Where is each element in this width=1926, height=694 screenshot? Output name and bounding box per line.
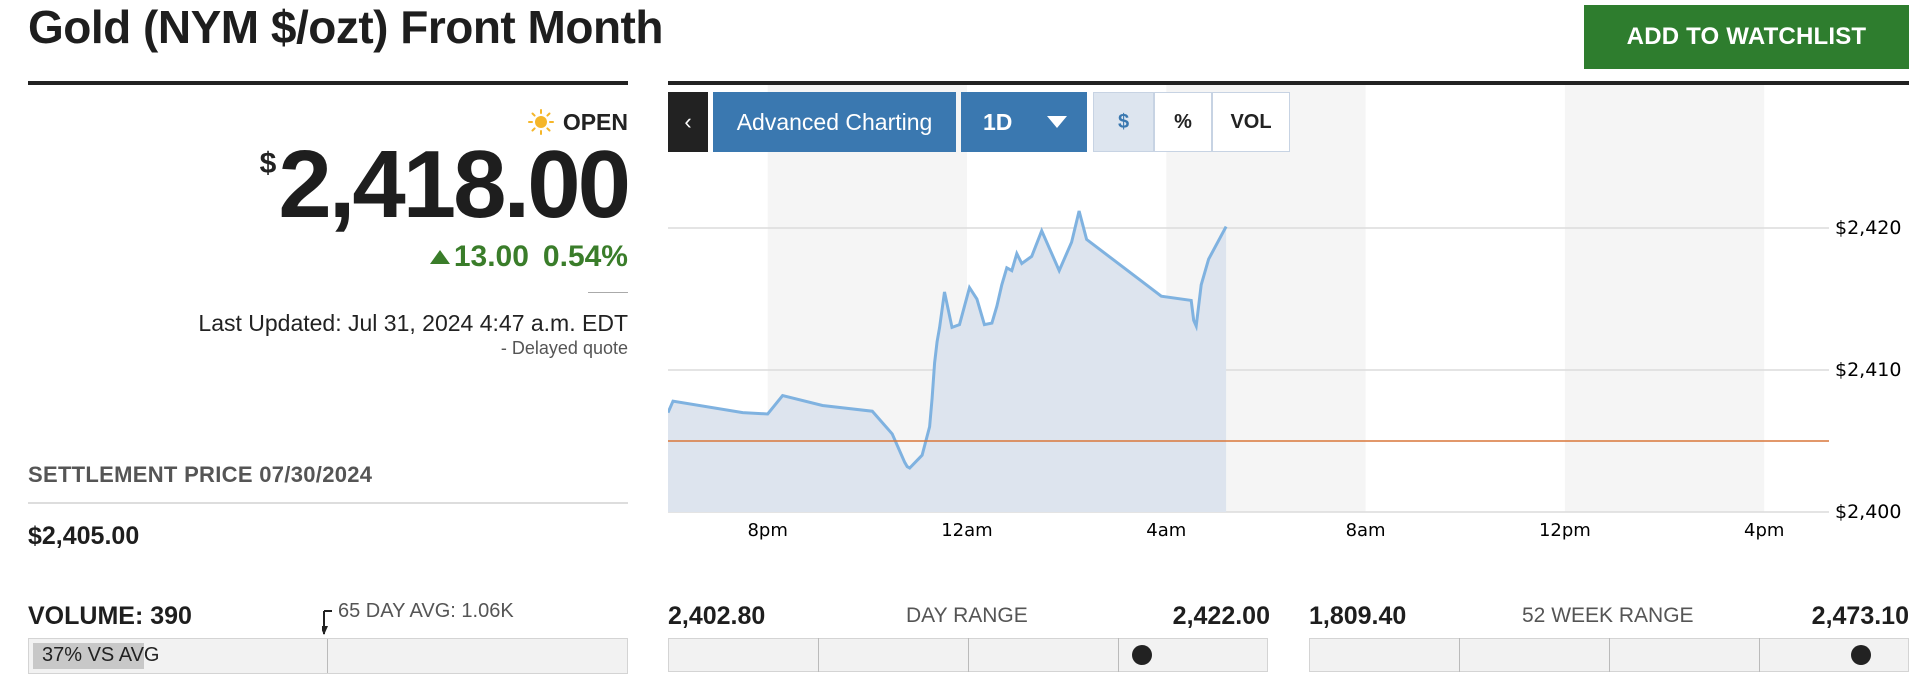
x-axis-label: 12pm: [1539, 520, 1591, 541]
price-area: [668, 211, 1227, 512]
range-tick: [1609, 638, 1610, 672]
range-tick: [1759, 638, 1760, 672]
week52-range-low: 1,809.40: [1309, 602, 1407, 630]
change-percent: 0.54%: [542, 240, 628, 273]
collapse-button[interactable]: ‹: [668, 92, 708, 152]
avg-volume-tick: [327, 639, 328, 673]
x-axis-label: 12am: [941, 520, 992, 541]
settlement-value: $2,405.00: [28, 522, 140, 550]
range-tick: [968, 638, 969, 672]
range-dropdown-value: 1D: [983, 108, 1013, 135]
price-display: $ 2,418.00: [259, 131, 631, 238]
x-axis-label: 4am: [1146, 520, 1186, 541]
market-status-label: OPEN: [562, 108, 628, 135]
page-title: Gold (NYM $/ozt) Front Month: [28, 1, 663, 53]
day-range-high: 2,422.00: [1172, 602, 1270, 630]
volume-bar-fill: [33, 643, 144, 669]
volume-label: VOLUME: 390: [28, 602, 192, 630]
x-axis-label: 4pm: [1744, 520, 1784, 541]
change-value: 13.00: [453, 240, 529, 273]
last-updated: Last Updated: Jul 31, 2024 4:47 a.m. EDT: [198, 310, 628, 336]
add-to-watchlist-button[interactable]: ADD TO WATCHLIST: [1584, 5, 1909, 69]
y-axis-label: $2,400: [1835, 501, 1901, 523]
range-tick: [1459, 638, 1460, 672]
x-axis-label: 8pm: [747, 520, 787, 541]
toggle-volume[interactable]: VOL: [1212, 92, 1290, 152]
volume-vs-avg: 37% VS AVG: [42, 644, 160, 666]
y-axis-label: $2,410: [1835, 359, 1901, 381]
chevron-left-icon: ‹: [684, 109, 692, 134]
price-line: [668, 210, 1228, 470]
range-tick: [818, 638, 819, 672]
currency-symbol: $: [259, 147, 277, 180]
y-axis-label: $2,420: [1835, 217, 1901, 239]
divider: [588, 292, 628, 293]
day-range-marker: [1132, 645, 1152, 665]
session-band: [1564, 85, 1765, 512]
sun-icon: [527, 109, 554, 135]
market-status: OPEN: [527, 108, 628, 136]
range-tick: [1118, 638, 1119, 672]
chevron-down-icon: [1047, 116, 1067, 128]
day-range-low: 2,402.80: [668, 602, 766, 630]
price-change: 13.00 0.54%: [429, 240, 628, 274]
settlement-divider: [28, 502, 628, 504]
advanced-charting-button[interactable]: Advanced Charting: [713, 92, 956, 152]
avg-marker-icon: [322, 610, 332, 635]
range-dropdown[interactable]: 1D: [961, 92, 1087, 152]
price-value: 2,418.00: [278, 131, 631, 238]
quote-top-divider: [28, 81, 628, 85]
price-chart[interactable]: $2,400 $2,410 $2,420 8pm 12am 4am 8am 12pm 4pm: [668, 85, 1926, 550]
x-axis-label: 8am: [1346, 520, 1386, 541]
arrow-up-icon: [429, 250, 450, 264]
settlement-label: SETTLEMENT PRICE 07/30/2024: [28, 462, 373, 487]
week52-range-title: 52 WEEK RANGE: [1522, 604, 1694, 627]
toggle-dollar[interactable]: $: [1093, 92, 1154, 152]
week52-range-marker: [1851, 645, 1871, 665]
week52-range-high: 2,473.10: [1811, 602, 1909, 630]
toggle-percent[interactable]: %: [1154, 92, 1212, 152]
day-range-title: DAY RANGE: [906, 604, 1028, 627]
delayed-quote-note: - Delayed quote: [500, 338, 628, 358]
chart-top-divider: [668, 81, 1909, 85]
avg-volume-label: 65 DAY AVG: 1.06K: [338, 600, 514, 622]
